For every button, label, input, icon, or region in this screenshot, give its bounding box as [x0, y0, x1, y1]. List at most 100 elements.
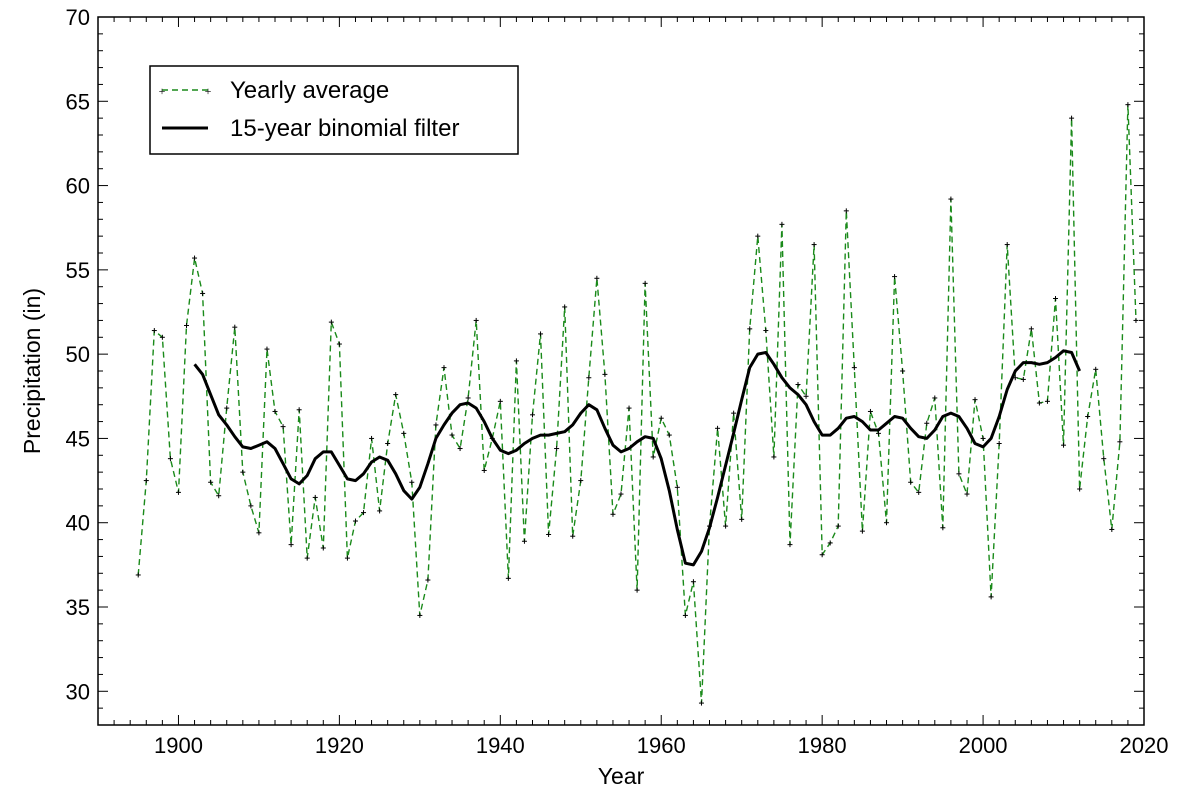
data-point — [803, 393, 809, 399]
data-point — [859, 528, 865, 534]
data-point — [393, 392, 399, 398]
data-point — [884, 520, 890, 526]
data-point — [562, 304, 568, 310]
data-point — [892, 274, 898, 280]
data-point — [401, 430, 407, 436]
data-point — [964, 491, 970, 497]
data-point — [674, 484, 680, 490]
data-point — [1125, 102, 1131, 108]
data-point — [352, 518, 358, 524]
data-point — [1077, 486, 1083, 492]
data-point — [988, 594, 994, 600]
data-point — [578, 478, 584, 484]
data-point — [956, 471, 962, 477]
data-point — [344, 555, 350, 561]
data-point — [248, 503, 254, 509]
data-point — [932, 395, 938, 401]
data-point — [1036, 400, 1042, 406]
y-tick-label: 40 — [66, 511, 90, 536]
data-point — [529, 412, 535, 418]
data-point — [473, 317, 479, 323]
data-point — [811, 242, 817, 248]
data-point — [312, 494, 318, 500]
data-point — [916, 489, 922, 495]
data-point — [1044, 398, 1050, 404]
data-point — [328, 319, 334, 325]
data-point — [336, 341, 342, 347]
x-tick-label: 2000 — [959, 733, 1008, 758]
data-point — [618, 491, 624, 497]
data-point — [513, 358, 519, 364]
legend-label-yearly-average: Yearly average — [230, 77, 389, 104]
data-point — [610, 511, 616, 517]
data-point — [320, 545, 326, 551]
data-point — [184, 322, 190, 328]
legend: + + Yearly average 15-year binomial filt… — [149, 65, 519, 155]
data-point — [747, 326, 753, 332]
data-point — [1109, 526, 1115, 532]
data-point — [682, 612, 688, 618]
x-tick-label: 1900 — [154, 733, 203, 758]
data-point — [1028, 326, 1034, 332]
data-point — [167, 456, 173, 462]
data-point — [151, 328, 157, 334]
data-point — [827, 540, 833, 546]
data-point — [521, 538, 527, 544]
legend-marker-end: + — [205, 84, 212, 98]
data-point — [1069, 115, 1075, 121]
data-point — [159, 334, 165, 340]
data-point — [1093, 366, 1099, 372]
series-layer — [135, 102, 1139, 706]
data-point — [948, 196, 954, 202]
data-point — [1052, 296, 1058, 302]
data-point — [739, 516, 745, 522]
data-point — [481, 467, 487, 473]
data-point — [369, 435, 375, 441]
series-line-binomial-filter — [193, 349, 1081, 567]
data-point — [755, 233, 761, 239]
data-point — [377, 508, 383, 514]
data-point — [208, 479, 214, 485]
data-point — [457, 446, 463, 452]
data-point — [200, 290, 206, 296]
data-point — [192, 255, 198, 261]
legend-label-binomial-filter: 15-year binomial filter — [230, 115, 459, 142]
data-point — [819, 552, 825, 558]
data-point — [296, 407, 302, 413]
data-point — [288, 542, 294, 548]
data-point — [1020, 376, 1026, 382]
y-tick-label: 55 — [66, 258, 90, 283]
tick-labels: 1900 1920 1940 1960 1980 2000 2020 30 35 40 45 50 55… — [66, 5, 1169, 758]
x-axis-label: Year — [598, 763, 645, 789]
data-point — [433, 422, 439, 428]
y-axis-label: Precipitation (in) — [19, 288, 45, 454]
data-point — [586, 375, 592, 381]
x-tick-label: 1920 — [315, 733, 364, 758]
data-point — [835, 523, 841, 529]
data-point — [642, 280, 648, 286]
data-point — [272, 408, 278, 414]
data-point — [361, 510, 367, 516]
data-point — [570, 533, 576, 539]
data-point — [135, 572, 141, 578]
data-point — [715, 425, 721, 431]
data-point — [900, 368, 906, 374]
data-point — [232, 324, 238, 330]
data-point — [1101, 456, 1107, 462]
data-point — [465, 395, 471, 401]
data-point — [658, 415, 664, 421]
data-point — [425, 577, 431, 583]
data-point — [787, 542, 793, 548]
data-point — [1085, 414, 1091, 420]
data-point — [1117, 439, 1123, 445]
x-tick-label: 1960 — [637, 733, 686, 758]
data-point — [143, 478, 149, 484]
data-point — [409, 479, 415, 485]
data-point — [441, 365, 447, 371]
data-point — [240, 469, 246, 475]
data-point — [634, 587, 640, 593]
data-point — [795, 381, 801, 387]
data-point — [175, 489, 181, 495]
data-point — [594, 275, 600, 281]
